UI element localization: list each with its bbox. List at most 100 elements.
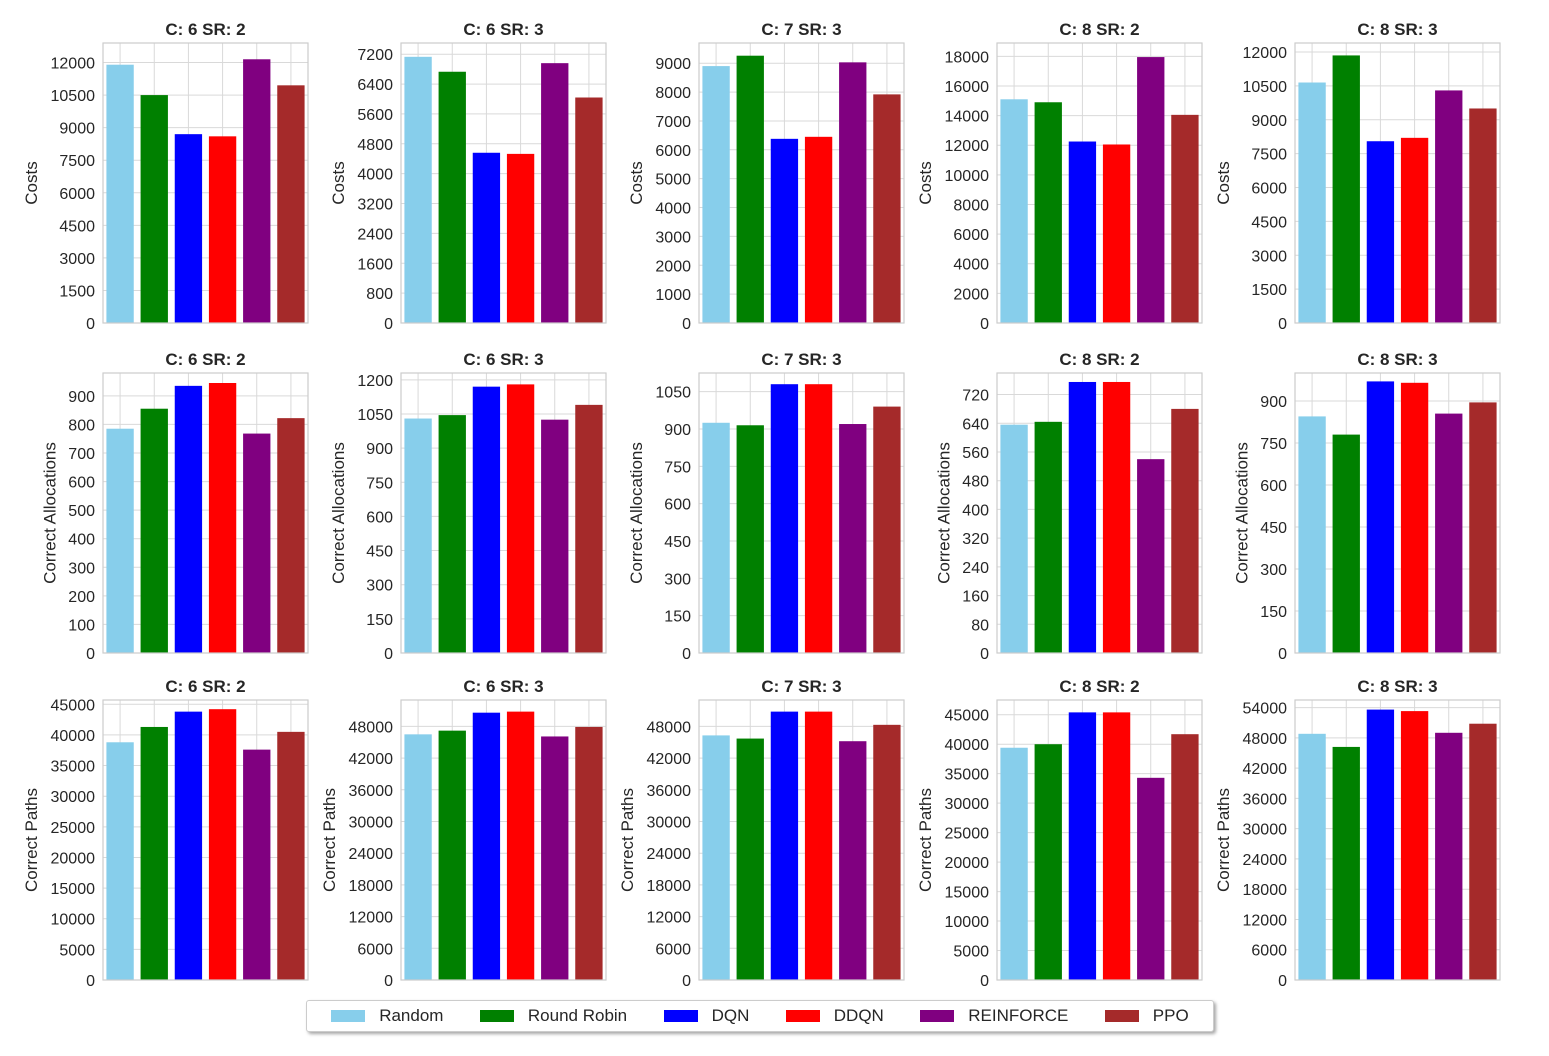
subplot-11: 0 5000 10000 15000 20000 25000 30000 35000 40000… (22, 677, 309, 990)
y-tick-label: 24000 (1243, 852, 1288, 869)
y-axis-label: Correct Allocations (934, 442, 953, 584)
y-tick-label: 36000 (647, 783, 692, 800)
y-tick-label: 600 (366, 509, 393, 526)
plot-frame (400, 42, 607, 324)
legend-swatch (663, 1010, 698, 1022)
y-tick-label: 12000 (945, 138, 990, 155)
subplot-title: C: 7 SR: 3 (761, 350, 841, 369)
legend-label: Random (379, 1006, 444, 1025)
y-tick-label: 200 (68, 589, 95, 606)
bar-ppo (1469, 402, 1497, 653)
y-tick-label: 400 (68, 532, 95, 549)
y-tick-label: 20000 (945, 855, 990, 872)
subplot-14: 0 5000 10000 15000 20000 25000 30000 35000 40000… (916, 677, 1203, 990)
y-tick-label: 3000 (59, 251, 95, 268)
y-axis-label: Costs (329, 161, 348, 204)
bar-dqn (1068, 381, 1097, 653)
y-tick-label: 700 (68, 446, 95, 463)
y-axis-label: Correct Allocations (627, 442, 646, 584)
legend-swatch (1104, 1010, 1139, 1022)
y-tick-label: 5000 (59, 942, 95, 959)
y-tick-label: 900 (1260, 394, 1287, 411)
plot-area (1295, 700, 1500, 980)
plot-frame (102, 42, 309, 324)
subplot-title: C: 8 SR: 2 (1059, 20, 1139, 39)
subplot-6: 0 100 200 300 400 500 600 700 800 900 C: 6 SR: 2 Co… (40, 350, 309, 663)
y-tick-label: 3200 (357, 197, 393, 214)
y-tick-label: 4500 (1251, 214, 1287, 231)
y-tick-label: 1500 (59, 283, 95, 300)
plot-area (103, 700, 308, 980)
y-tick-label: 10000 (51, 912, 96, 929)
y-tick-label: 12000 (1243, 45, 1288, 62)
y-tick-label: 9000 (1251, 113, 1287, 130)
legend-label: REINFORCE (968, 1006, 1069, 1025)
subplot-1: 0 1500 3000 4500 6000 7500 9000 10500 12000 C: 6 … (22, 20, 309, 333)
y-tick-label: 0 (384, 973, 393, 990)
y-tick-label: 42000 (647, 751, 692, 768)
bar-dqn (770, 384, 799, 653)
plot-area (997, 43, 1202, 323)
y-tick-label: 18000 (647, 878, 692, 895)
bar-ddqn (804, 711, 833, 980)
y-tick-label: 9000 (655, 56, 691, 73)
bar-round-robin (140, 95, 168, 324)
y-tick-label: 240 (962, 560, 989, 577)
subplot-2: 0 800 1600 2400 3200 4000 4800 5600 6400 7200 C: 6… (329, 20, 607, 333)
y-tick-label: 300 (366, 578, 393, 595)
y-tick-label: 30000 (1243, 822, 1288, 839)
bar-ppo (873, 94, 901, 324)
subplot-title: C: 6 SR: 3 (463, 20, 543, 39)
bar-random (106, 742, 134, 980)
y-tick-label: 9000 (59, 121, 95, 138)
bar-dqn (770, 711, 799, 980)
bar-round-robin (438, 71, 466, 323)
subplot-title: C: 8 SR: 3 (1357, 677, 1437, 696)
y-tick-label: 6000 (655, 941, 691, 958)
bar-round-robin (1034, 421, 1062, 653)
subplot-4: 0 2000 4000 6000 8000 10000 12000 14000 16000 180… (916, 20, 1203, 333)
y-tick-label: 0 (980, 973, 989, 990)
y-tick-label: 6000 (59, 186, 95, 203)
bar-random (702, 66, 730, 324)
bar-dqn (770, 138, 799, 323)
y-tick-label: 6000 (655, 143, 691, 160)
y-tick-label: 30000 (945, 796, 990, 813)
y-tick-label: 480 (962, 474, 989, 491)
y-tick-label: 14000 (945, 109, 990, 126)
y-axis-label: Correct Paths (618, 788, 637, 892)
y-tick-label: 2400 (357, 226, 393, 243)
bar-ddqn (1102, 144, 1131, 323)
y-tick-label: 0 (980, 646, 989, 663)
y-tick-label: 1050 (357, 407, 393, 424)
y-tick-label: 750 (366, 475, 393, 492)
subplot-title: C: 8 SR: 2 (1059, 677, 1139, 696)
plot-area (1295, 43, 1500, 323)
y-tick-label: 3000 (1251, 248, 1287, 265)
bar-dqn (1068, 141, 1097, 323)
y-tick-label: 4500 (59, 218, 95, 235)
bar-random (1000, 99, 1028, 323)
bar-dqn (472, 386, 501, 653)
subplot-9: 0 80 160 240 320 400 480 560 640 720 C: 8 SR: 2 Cor… (934, 350, 1203, 663)
legend-swatch (479, 1010, 514, 1022)
y-tick-label: 7000 (655, 114, 691, 131)
y-tick-label: 2000 (953, 286, 989, 303)
legend-item-ppo: PPO (1104, 1006, 1189, 1026)
y-tick-label: 320 (962, 531, 989, 548)
y-tick-label: 10000 (945, 914, 990, 931)
plot-area (103, 373, 308, 653)
plot-frame (1294, 372, 1501, 654)
y-tick-label: 0 (1278, 973, 1287, 990)
y-tick-label: 0 (1278, 646, 1287, 663)
plot-area (1295, 373, 1500, 653)
bar-dqn (1366, 381, 1395, 653)
legend-item-reinforce: REINFORCE (920, 1006, 1068, 1026)
bar-round-robin (1034, 744, 1062, 980)
plot-frame (996, 699, 1203, 981)
bar-random (106, 428, 134, 653)
y-tick-label: 48000 (1243, 731, 1288, 748)
y-tick-label: 48000 (647, 719, 692, 736)
bar-round-robin (1332, 55, 1360, 324)
